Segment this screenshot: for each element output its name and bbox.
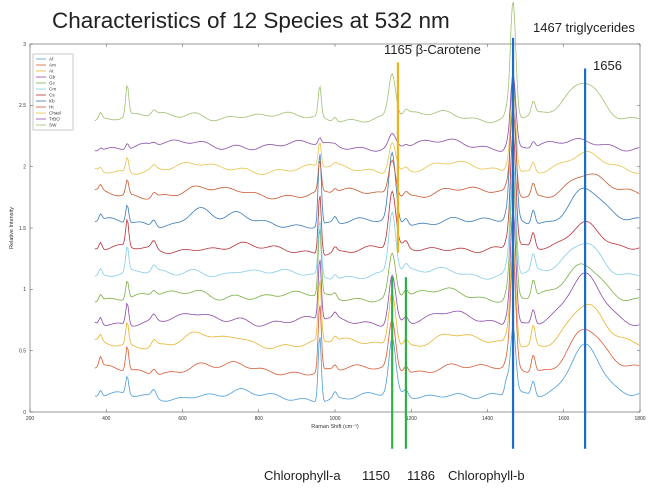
legend-entry-trbo: TrBO — [49, 117, 60, 122]
legend-entry-chael: Chael — [49, 111, 61, 116]
y-tick-label: 3 — [23, 42, 26, 48]
legend-entry-gc: Gc — [49, 81, 56, 86]
x-axis-label: Raman Shift (cm⁻¹) — [311, 424, 359, 430]
series-line-af — [94, 325, 640, 403]
beta-carotene-label: 1165 β-Carotene — [384, 42, 481, 57]
legend-entry-af: Af — [49, 57, 54, 62]
y-tick-label: 0 — [23, 410, 26, 416]
x-tick-label: 600 — [178, 416, 187, 422]
series-line-chael — [94, 88, 640, 175]
series-line-trbo — [94, 72, 640, 152]
legend-entry-am: Am — [49, 63, 56, 68]
series-line-gb — [94, 210, 640, 327]
y-tick-label: 1 — [23, 287, 26, 293]
legend-entry-cs: Cs — [49, 93, 55, 98]
legend-frame — [32, 53, 74, 131]
x-tick-label: 200 — [26, 416, 35, 422]
x-tick-label: 1800 — [634, 416, 645, 422]
peak-1656-label: 1656 — [593, 58, 622, 73]
triglycerides-label: 1467 triglycerides — [533, 20, 635, 35]
series-line-ht — [94, 108, 640, 200]
y-tick-label: 1.5 — [19, 226, 26, 232]
slide-title: Characteristics of 12 Species at 532 nm — [52, 8, 450, 33]
x-tick-label: 1200 — [406, 416, 417, 422]
x-tick-label: 800 — [255, 416, 264, 422]
x-tick-label: 1000 — [329, 416, 340, 422]
chlorophyll-b-value: 1186 — [407, 468, 435, 483]
legend-entry-cm: Cm — [49, 87, 56, 92]
legend-entry-at: At — [49, 69, 54, 74]
y-axis-label: Relative Intensity — [9, 207, 15, 249]
marker-layer — [391, 37, 587, 449]
axes-layer: 200 400 600 800 1000 1200 1400 1600 1800 0 0.5 1 1.5… — [9, 42, 646, 430]
chlorophyll-a-value: 1150 — [362, 468, 390, 483]
series-line-cs — [94, 132, 640, 256]
chlorophyll-a-label: Chlorophyll-a — [264, 468, 341, 483]
series-line-kb — [94, 72, 640, 229]
x-tick-label: 1400 — [482, 416, 493, 422]
legend-entry-kb: Kb — [49, 99, 55, 104]
plot-frame — [29, 43, 641, 413]
x-tick-label: 400 — [102, 416, 111, 422]
legend-entry-ht: Ht — [49, 105, 54, 110]
chlorophyll-b-label: Chlorophyll-b — [448, 468, 525, 483]
y-tick-label: 2.5 — [19, 103, 26, 109]
x-tick-label: 1600 — [558, 416, 569, 422]
series-line-at — [94, 242, 640, 350]
series-line-gc — [94, 175, 640, 303]
y-tick-label: 0.5 — [19, 348, 26, 354]
legend-entry-sw: SW — [49, 123, 57, 128]
legend-entry-gb: Gb — [49, 75, 56, 80]
y-tick-label: 2 — [23, 164, 26, 170]
series-layer — [94, 1, 640, 403]
series-line-sw — [94, 1, 640, 123]
series-line-cm — [94, 158, 640, 280]
series-line-am — [94, 257, 640, 376]
